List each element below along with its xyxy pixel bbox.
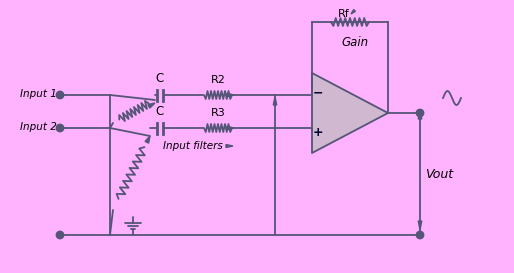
Text: Gain: Gain (341, 36, 369, 49)
Text: R2: R2 (211, 75, 226, 85)
Text: Input filters: Input filters (163, 141, 223, 151)
Text: C: C (156, 105, 164, 118)
Polygon shape (418, 221, 422, 230)
Circle shape (57, 232, 64, 239)
Circle shape (57, 91, 64, 99)
Text: −: − (313, 87, 323, 99)
Text: +: + (313, 126, 323, 140)
Text: Vout: Vout (425, 168, 453, 180)
Polygon shape (145, 136, 150, 143)
Polygon shape (312, 73, 388, 153)
Text: Rf: Rf (338, 9, 350, 19)
Polygon shape (351, 10, 355, 14)
Circle shape (416, 109, 424, 117)
Text: Input 1: Input 1 (20, 89, 57, 99)
Text: R3: R3 (211, 108, 225, 118)
Polygon shape (418, 110, 422, 119)
Text: Input 2: Input 2 (20, 122, 57, 132)
Polygon shape (273, 97, 277, 105)
Polygon shape (148, 103, 155, 108)
Circle shape (416, 232, 424, 239)
Circle shape (57, 124, 64, 132)
Polygon shape (227, 93, 234, 97)
Polygon shape (227, 126, 234, 130)
Text: C: C (156, 72, 164, 85)
Polygon shape (226, 144, 233, 147)
